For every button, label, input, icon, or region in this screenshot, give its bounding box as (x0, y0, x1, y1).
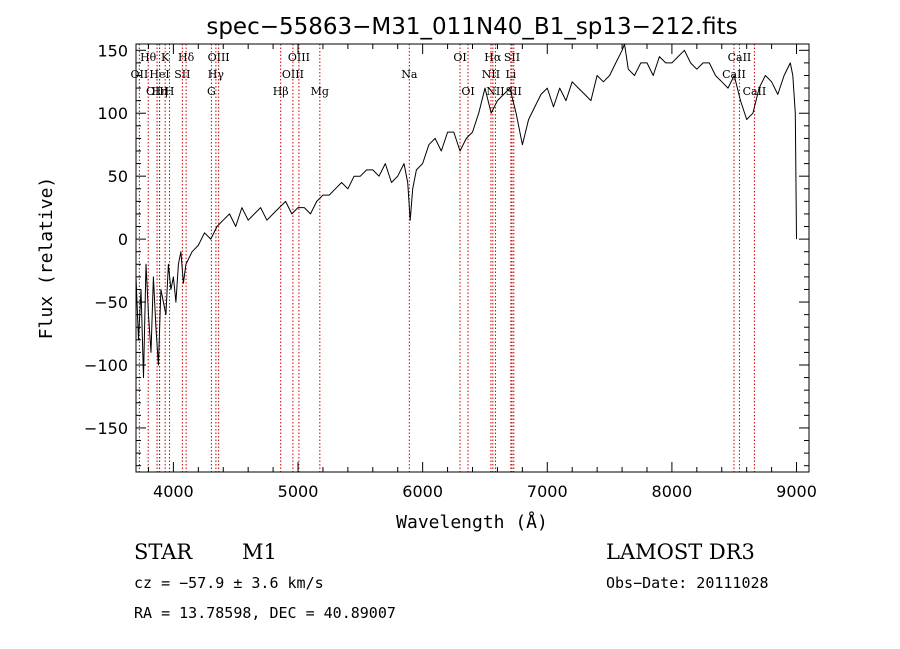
line-marker-label: Mg (311, 85, 329, 98)
line-marker-label: Hθ (140, 51, 157, 64)
x-tick-label: 7000 (527, 482, 568, 501)
line-marker-label: CaII (722, 68, 746, 81)
line-marker-label: G (207, 85, 216, 98)
y-tick-label: 0 (118, 230, 128, 249)
line-marker-label: OIII (208, 51, 230, 64)
line-marker-label: Hδ (178, 51, 195, 64)
x-tick-label: 9000 (776, 482, 817, 501)
line-marker-label: SII (504, 51, 520, 64)
survey-name: LAMOST DR3 (606, 540, 755, 564)
observation-date: Obs−Date: 20111028 (606, 574, 769, 592)
line-marker-label: Hγ (208, 68, 225, 81)
x-tick-label: 4000 (153, 482, 194, 501)
axes: 4000 5000 6000 7000 8000 9000 −150 −100 −50 0 50 10… (84, 41, 817, 501)
line-marker-label: Li (505, 68, 516, 81)
line-marker-label: CaII (728, 51, 752, 64)
emission-line-markers: Hθ OII OIII K HeI HηH SII Hδ OIII Hγ G Hβ OIII OIII Mg… (131, 44, 767, 472)
line-marker-label: OII (131, 68, 149, 81)
line-marker-label: OIII (146, 85, 168, 98)
line-marker-label: H (165, 85, 175, 98)
x-axis-label: Wavelength (Å) (396, 511, 548, 533)
x-tick-label: 5000 (278, 482, 319, 501)
x-tick-label: 6000 (402, 482, 443, 501)
y-tick-label: −100 (84, 356, 128, 375)
line-marker-label: OIII (288, 51, 310, 64)
plot-frame (135, 43, 810, 473)
line-marker-label: NII (486, 85, 504, 98)
redshift-velocity: cz = −57.9 ± 3.6 km/s (134, 574, 324, 592)
spectrum-series (135, 43, 797, 379)
line-marker-label: SII (174, 68, 190, 81)
line-marker-label: CaII (743, 85, 767, 98)
line-marker-label: SII (506, 85, 522, 98)
line-marker-label: NII (482, 68, 500, 81)
line-marker-label: K (161, 51, 170, 64)
line-marker-label: Hη (151, 85, 167, 98)
y-tick-label: 150 (97, 41, 128, 60)
spectrum-line (135, 43, 797, 379)
line-marker-label: HeI (149, 68, 169, 81)
y-tick-label: −50 (94, 293, 128, 312)
chart-title: spec−55863−M31_011N40_B1_sp13−212.fits (206, 14, 737, 40)
line-marker-label: OI (461, 85, 474, 98)
x-tick-label: 8000 (652, 482, 693, 501)
line-marker-label: Hβ (273, 85, 289, 98)
line-marker-label: Hα (484, 51, 502, 64)
line-marker-label: OI (453, 51, 466, 64)
y-tick-label: 100 (97, 104, 128, 123)
object-class: STAR (134, 540, 193, 564)
y-tick-label: −150 (84, 419, 128, 438)
sky-coordinates: RA = 13.78598, DEC = 40.89007 (134, 604, 396, 622)
line-marker-label: Na (401, 68, 418, 81)
line-marker-label: OIII (282, 68, 304, 81)
y-axis-label: Flux (relative) (36, 177, 57, 340)
object-subclass: M1 (242, 540, 277, 564)
y-tick-label: 50 (108, 167, 128, 186)
